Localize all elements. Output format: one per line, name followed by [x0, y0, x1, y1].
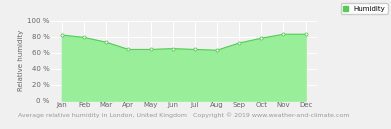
X-axis label: Average relative humidity in London, United Kingdom   Copyright © 2019 www.weath: Average relative humidity in London, Uni…: [18, 112, 350, 118]
Y-axis label: Relative humidity: Relative humidity: [18, 30, 24, 91]
Legend: Humidity: Humidity: [341, 3, 387, 14]
